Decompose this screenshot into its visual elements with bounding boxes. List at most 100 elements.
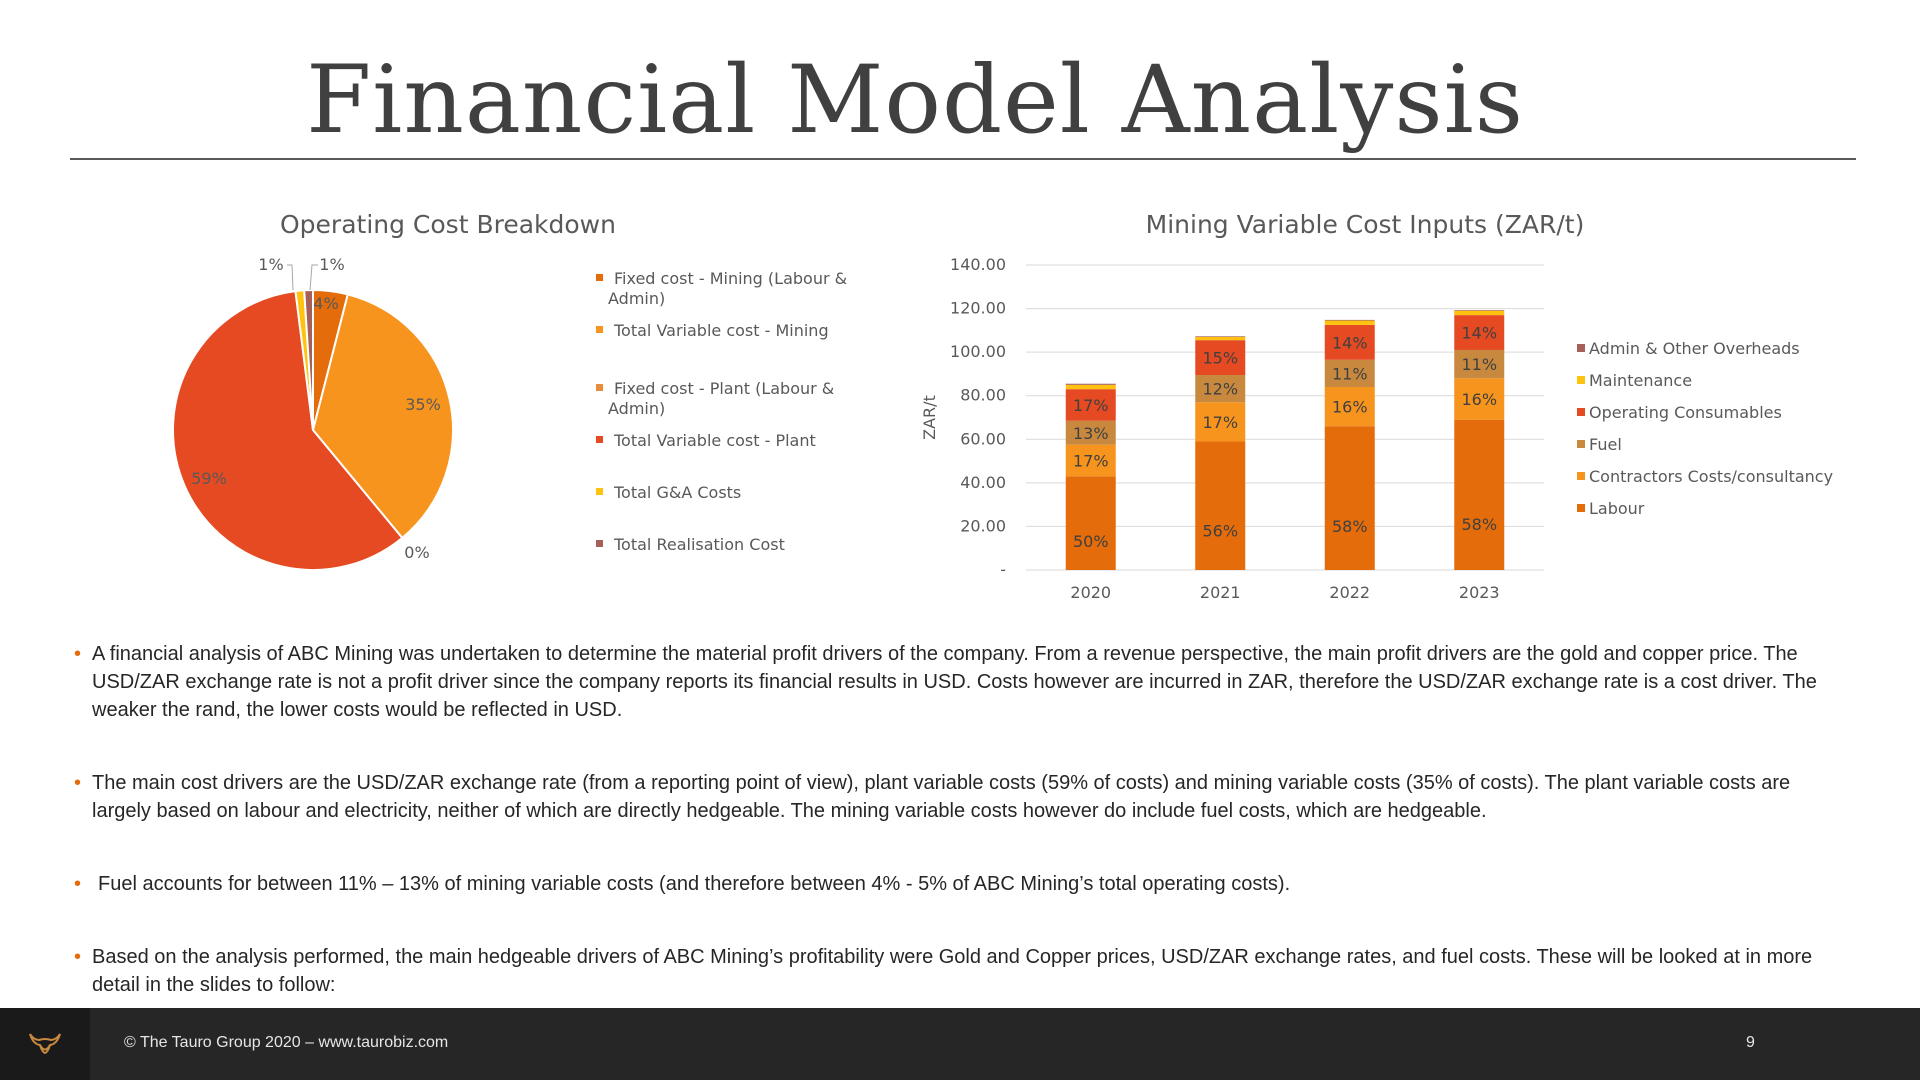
pie-legend-item: Total Variable cost - Mining (596, 321, 829, 340)
legend-label: Fixed cost - Plant (Labour & (614, 379, 834, 398)
bar-chart-title: Mining Variable Cost Inputs (ZAR/t) (1146, 210, 1585, 239)
bar-segment-admin-other-overheads (1195, 336, 1246, 337)
bar-segment-admin-other-overheads (1324, 319, 1375, 321)
y-tick-label: 80.00 (960, 386, 1006, 405)
pie-chart-title: Operating Cost Breakdown (280, 210, 616, 239)
legend-label: Fixed cost - Mining (Labour & (614, 269, 847, 288)
bar-data-label: 14% (1332, 333, 1368, 352)
legend-label: Admin) (608, 399, 665, 418)
bar-segment-labour (1324, 426, 1375, 570)
bar-data-label: 12% (1202, 380, 1238, 399)
bar-segment-admin-other-overheads (1454, 310, 1505, 311)
bar-segment-contractors-costs-consultancy (1065, 444, 1116, 477)
pie-leader-line (287, 264, 294, 291)
x-tick-label: 2020 (1070, 583, 1111, 602)
bar-legend-item: Maintenance (1577, 371, 1692, 390)
bar-data-label: 16% (1461, 390, 1497, 409)
pie-legend-item: Total Variable cost - Plant (596, 431, 816, 450)
x-tick-label: 2021 (1200, 583, 1241, 602)
bar-data-label: 15% (1202, 349, 1238, 368)
slide-title: Financial Model Analysis (306, 46, 1524, 155)
bar-data-label: 16% (1332, 398, 1368, 417)
legend-label: Maintenance (1589, 371, 1692, 390)
bullet-text: Fuel accounts for between 11% – 13% of m… (98, 873, 1291, 895)
bullet-item: • Based on the analysis performed, the m… (74, 943, 1844, 999)
pie-data-label: 1% (319, 255, 344, 274)
bullet-item: • The main cost drivers are the USD/ZAR … (74, 769, 1844, 825)
bar-legend-item: Contractors Costs/consultancy (1577, 467, 1833, 486)
y-axis-label: ZAR/t (920, 395, 939, 440)
x-tick-label: 2022 (1329, 583, 1370, 602)
legend-swatch (1577, 472, 1585, 480)
bar-data-label: 17% (1073, 452, 1109, 471)
bar-segment-operating-consumables (1065, 389, 1116, 421)
bullet-dot: • (74, 772, 82, 794)
bar-segment-labour (1454, 419, 1505, 570)
bar-segment-fuel (1454, 349, 1505, 379)
legend-swatch (1577, 408, 1585, 416)
bullet-item: • A financial analysis of ABC Mining was… (74, 640, 1844, 724)
bar-segment-contractors-costs-consultancy (1195, 402, 1246, 442)
legend-swatch (1577, 504, 1585, 512)
legend-swatch (596, 384, 603, 391)
bar-segment-labour (1195, 441, 1246, 570)
bullet-dot: • (74, 946, 82, 968)
y-tick-label: 40.00 (960, 473, 1006, 492)
y-tick-label: 20.00 (960, 516, 1006, 535)
bar-data-label: 50% (1073, 532, 1109, 551)
pie-leader-line (309, 264, 318, 291)
legend-swatch (596, 274, 603, 281)
legend-swatch (596, 326, 603, 333)
y-tick-label: 120.00 (950, 299, 1006, 318)
pie-legend-item: Total G&A Costs (596, 483, 741, 502)
bar-segment-contractors-costs-consultancy (1454, 378, 1505, 420)
pie-slice-total-realisation-cost (303, 288, 314, 431)
bar-data-label: 58% (1332, 517, 1368, 536)
bull-logo-icon (29, 1033, 61, 1055)
legend-label: Labour (1589, 499, 1645, 518)
legend-label: Fuel (1589, 435, 1622, 454)
legend-label: Contractors Costs/consultancy (1589, 467, 1833, 486)
bar-data-label: 17% (1202, 413, 1238, 432)
footer-copyright: © The Tauro Group 2020 – www.taurobiz.co… (124, 1034, 449, 1051)
bar-segment-fuel (1195, 375, 1246, 403)
y-tick-label: 60.00 (960, 429, 1006, 448)
pie-legend-item: Total Realisation Cost (596, 535, 785, 554)
bar-data-label: 14% (1461, 324, 1497, 343)
pie-data-label: 59% (191, 469, 227, 488)
bar-legend-item: Admin & Other Overheads (1577, 339, 1800, 358)
legend-swatch (1577, 376, 1585, 384)
pie-legend-item: Fixed cost - Mining (Labour &Admin) (596, 269, 847, 308)
x-tick-label: 2023 (1459, 583, 1500, 602)
pie-data-label: 35% (405, 395, 441, 414)
legend-swatch (596, 488, 603, 495)
bar-segment-operating-consumables (1195, 340, 1246, 376)
bar-data-label: 56% (1202, 521, 1238, 540)
legend-label: Total G&A Costs (613, 483, 741, 502)
bar-segment-fuel (1324, 359, 1375, 387)
title-divider (70, 158, 1856, 160)
bar-segment-operating-consumables (1324, 324, 1375, 360)
bar-legend-item: Operating Consumables (1577, 403, 1782, 422)
y-tick-label: - (1000, 560, 1006, 579)
legend-label: Operating Consumables (1589, 403, 1782, 422)
bar-segment-maintenance (1065, 384, 1116, 390)
bar-segment-maintenance (1324, 320, 1375, 325)
bar-legend-item: Labour (1577, 499, 1645, 518)
legend-swatch (1577, 440, 1585, 448)
y-tick-label: 140.00 (950, 255, 1006, 274)
pie-data-label: 4% (313, 294, 338, 313)
bullet-dot: • (74, 873, 82, 895)
bar-segment-admin-other-overheads (1065, 383, 1116, 385)
footer-bar: © The Tauro Group 2020 – www.taurobiz.co… (0, 1008, 1920, 1080)
analysis-bullets: • A financial analysis of ABC Mining was… (74, 640, 1844, 1044)
mining-variable-cost-bar-chart: Mining Variable Cost Inputs (ZAR/t) - 20.… (920, 210, 1833, 602)
pie-legend-item: Fixed cost - Plant (Labour &Admin) (596, 379, 834, 418)
bar-segment-maintenance (1195, 336, 1246, 341)
bar-data-label: 58% (1461, 515, 1497, 534)
pie-data-label: 1% (258, 255, 283, 274)
legend-swatch (1577, 344, 1585, 352)
bar-legend-item: Fuel (1577, 435, 1622, 454)
pie-slice-total-variable-cost-plant (172, 289, 404, 571)
company-logo (0, 1008, 90, 1080)
